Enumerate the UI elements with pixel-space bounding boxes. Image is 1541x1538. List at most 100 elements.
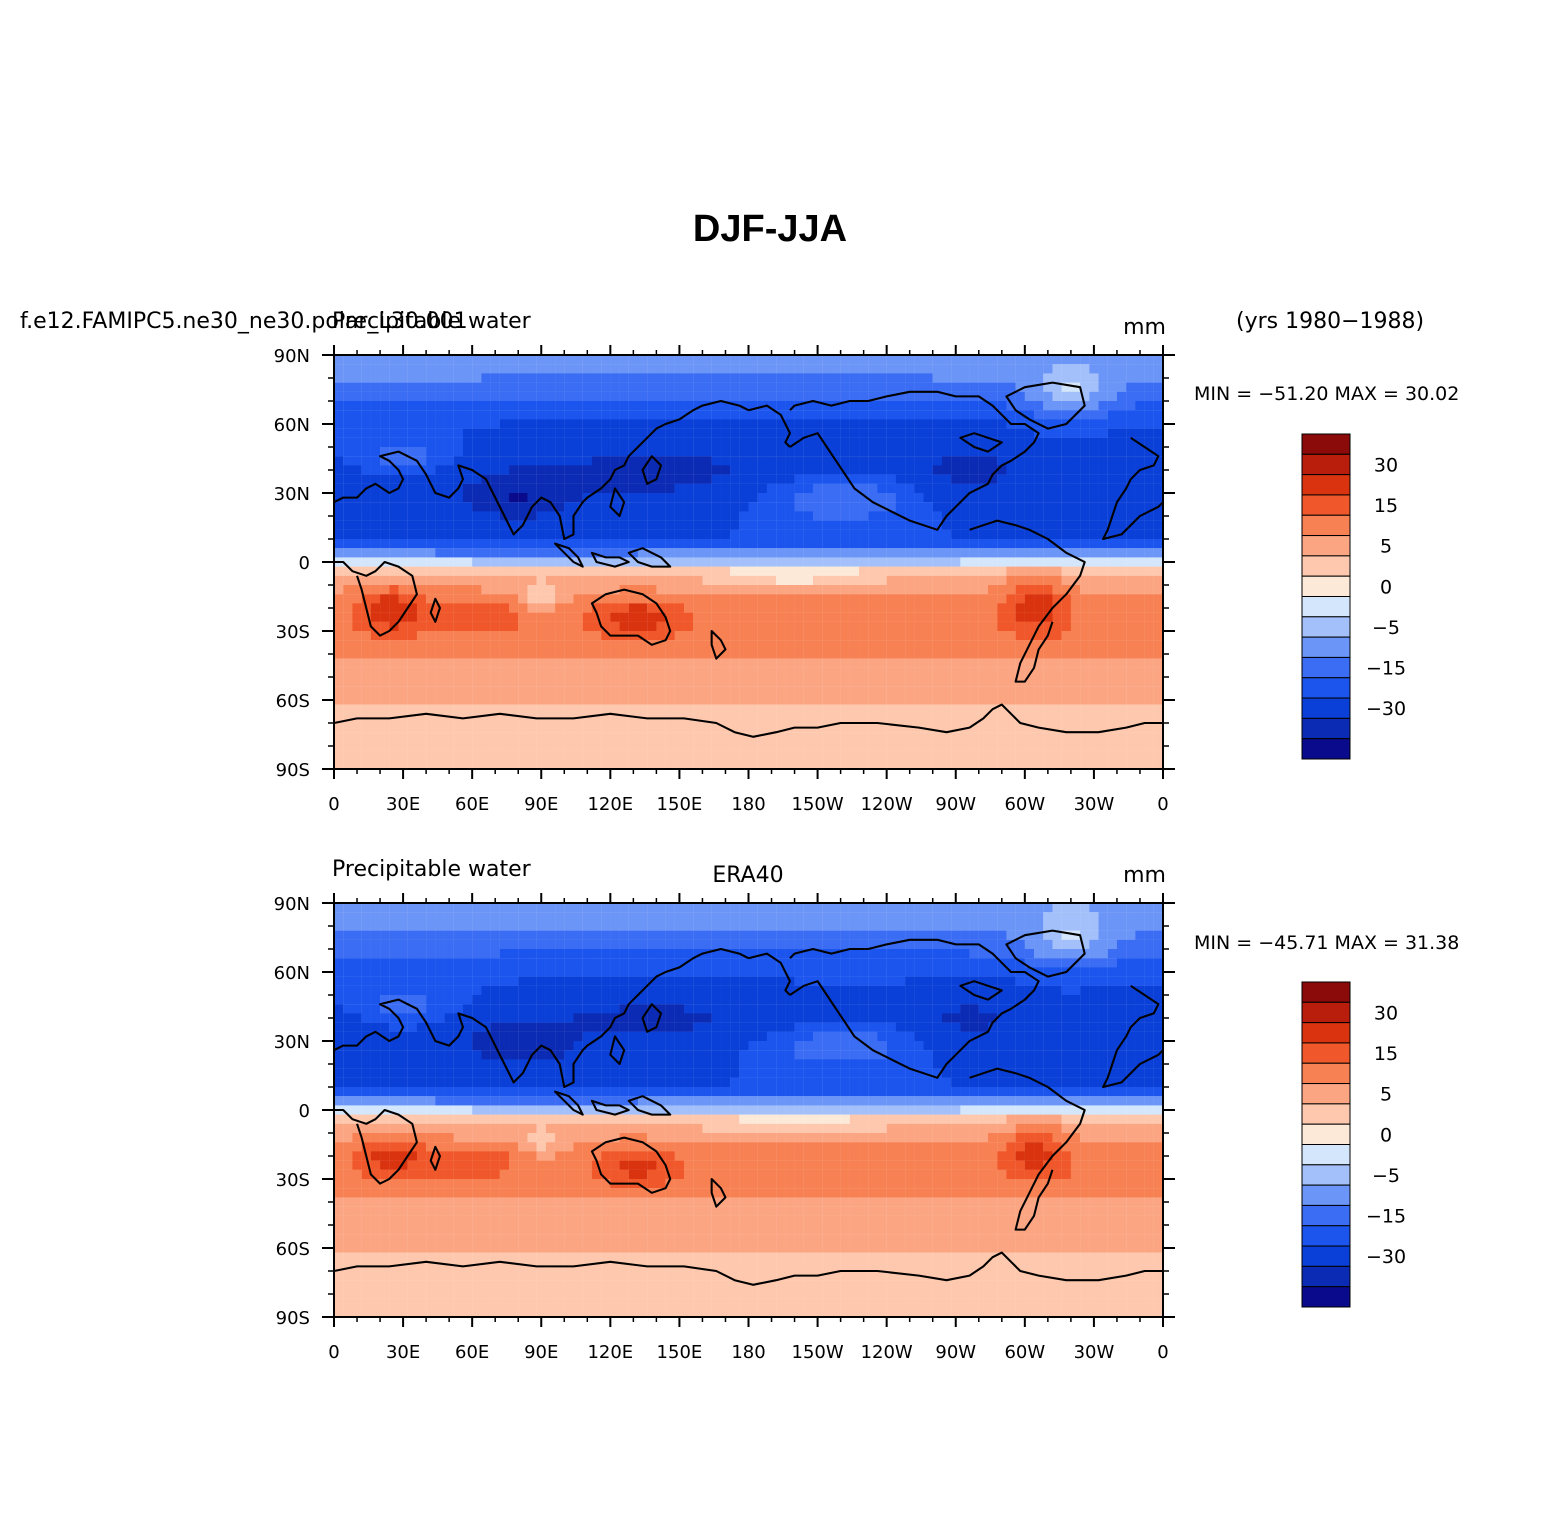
field-cell <box>914 566 924 576</box>
field-cell <box>591 548 602 558</box>
field-cell <box>628 520 639 530</box>
field-cell <box>997 612 1007 622</box>
field-cell <box>352 1105 362 1115</box>
field-cell <box>380 1188 390 1198</box>
field-cell <box>886 529 896 540</box>
field-cell <box>509 447 519 457</box>
field-cell <box>361 391 371 402</box>
field-cell <box>389 686 399 696</box>
field-cell <box>380 1197 390 1207</box>
field-cell <box>435 1234 445 1244</box>
field-cell <box>453 695 464 705</box>
field-cell <box>665 704 675 714</box>
colorbar-box <box>1301 433 1351 455</box>
field-cell <box>545 732 556 742</box>
colorbar-label: 5 <box>1380 536 1392 558</box>
field-cell <box>987 640 998 650</box>
field-cell <box>426 713 436 724</box>
field-cell <box>380 1041 390 1051</box>
field-cell <box>895 447 906 457</box>
map-field <box>334 903 1163 1317</box>
field-cell <box>1144 741 1154 751</box>
field-cell <box>822 465 832 475</box>
field-cell <box>730 465 740 475</box>
field-cell <box>435 667 445 678</box>
field-cell <box>1107 750 1118 760</box>
field-cell <box>564 631 574 641</box>
field-cell <box>416 686 427 696</box>
field-cell <box>453 930 464 940</box>
field-cell <box>748 621 758 632</box>
field-cell <box>352 520 362 530</box>
field-cell <box>702 373 712 383</box>
field-cell <box>730 419 740 429</box>
field-cell <box>545 621 556 632</box>
field-cell <box>573 539 583 549</box>
field-cell <box>389 921 399 931</box>
field-cell <box>628 511 639 521</box>
field-cell <box>849 594 860 604</box>
field-cell <box>840 428 850 438</box>
field-cell <box>389 493 399 503</box>
field-cell <box>1126 686 1136 696</box>
field-cell <box>932 364 943 374</box>
field-cell <box>619 539 629 549</box>
field-cell <box>776 529 786 540</box>
coastline <box>969 519 1086 683</box>
field-cell <box>794 557 804 567</box>
field-cell <box>352 658 362 668</box>
field-cell <box>914 437 924 448</box>
field-cell <box>407 355 418 365</box>
field-cell <box>601 529 611 540</box>
field-cell <box>665 677 675 687</box>
field-cell <box>564 502 574 512</box>
field-cell <box>997 677 1007 687</box>
field-cell <box>426 631 436 641</box>
field-cell <box>407 903 418 913</box>
field-cell <box>803 391 814 402</box>
field-cell <box>969 621 979 632</box>
field-cell <box>748 401 758 411</box>
field-cell <box>545 741 556 751</box>
field-cell <box>573 677 583 687</box>
field-cell <box>1015 493 1025 503</box>
field-cell <box>941 585 952 595</box>
field-cell <box>720 437 731 448</box>
field-cell <box>895 759 906 769</box>
field-cell <box>978 474 989 484</box>
field-cell <box>978 391 989 402</box>
field-cell <box>361 428 371 438</box>
field-cell <box>822 594 832 604</box>
field-cell <box>684 741 694 751</box>
field-cell <box>453 1225 464 1235</box>
field-cell <box>361 612 371 622</box>
field-cell <box>859 640 869 650</box>
field-cell <box>969 667 979 678</box>
field-cell <box>343 603 353 613</box>
field-cell <box>693 437 703 448</box>
field-cell <box>573 566 583 576</box>
field-cell <box>518 382 528 392</box>
field-cell <box>509 355 519 365</box>
field-cell <box>776 612 786 622</box>
field-cell <box>435 1050 445 1060</box>
field-cell <box>923 548 933 558</box>
field-cell <box>637 575 648 586</box>
field-cell <box>564 741 574 751</box>
field-cell <box>573 401 583 411</box>
field-cell <box>877 723 887 733</box>
field-cell <box>794 603 804 613</box>
field-cell <box>1080 474 1090 484</box>
field-cell <box>352 921 362 931</box>
field-cell <box>1144 474 1154 484</box>
field-cell <box>969 548 979 558</box>
field-cell <box>499 391 510 402</box>
field-cell <box>481 520 491 530</box>
field-cell <box>951 355 961 365</box>
field-cell <box>509 483 519 494</box>
field-cell <box>684 732 694 742</box>
field-cell <box>545 511 556 521</box>
field-cell <box>1043 428 1053 438</box>
field-cell <box>711 704 721 714</box>
field-cell <box>481 686 491 696</box>
